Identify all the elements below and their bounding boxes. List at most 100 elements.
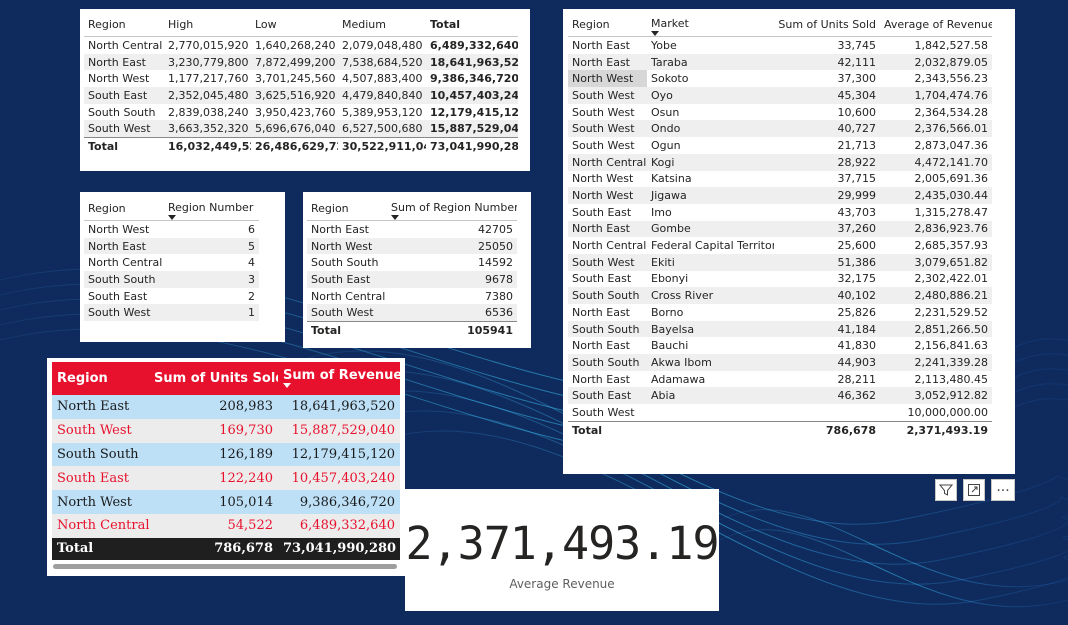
cell-region-number: 6: [248, 222, 255, 236]
table-row[interactable]: South East Imo 43,703 1,315,278.47: [568, 204, 992, 221]
table-row[interactable]: North East 42705: [307, 221, 517, 238]
table-row[interactable]: South West Ekiti 51,386 3,079,651.82: [568, 253, 992, 271]
table-row[interactable]: South West 6536: [307, 304, 517, 322]
col-header-region[interactable]: Region: [84, 12, 164, 37]
table-row[interactable]: South South Bayelsa 41,184 2,851,266.50: [568, 320, 992, 338]
cell-market: Ondo: [647, 120, 774, 138]
col-header-high[interactable]: High: [164, 12, 251, 37]
table-row[interactable]: North West Sokoto 37,300 2,343,556.23: [568, 70, 992, 88]
table-row[interactable]: South East 2: [84, 288, 259, 305]
table-row[interactable]: South South 126,189 12,179,415,120: [52, 442, 400, 467]
table-row[interactable]: North Central 7380: [307, 288, 517, 305]
table-row[interactable]: South East 122,240 10,457,403,240: [52, 466, 400, 491]
table-row[interactable]: North East Adamawa 28,211 2,113,480.45: [568, 371, 992, 388]
cell-market: Adamawa: [651, 372, 706, 386]
col-header-total[interactable]: Total: [426, 12, 518, 37]
col-header-medium[interactable]: Medium: [338, 12, 426, 37]
col-header-region[interactable]: Region: [52, 362, 149, 395]
filter-button[interactable]: [935, 479, 957, 501]
cell-region: North East: [572, 38, 630, 52]
table-row[interactable]: North Central Federal Capital Territory 25…: [568, 237, 992, 254]
sum-region-number-table-card: Region Sum of Region Number North East 42…: [303, 192, 531, 348]
table-row[interactable]: South East Abia 46,362 3,052,912.82: [568, 387, 992, 405]
table-row[interactable]: North Central 54,522 6,489,332,640: [52, 513, 400, 538]
col-header-sum-region-number[interactable]: Sum of Region Number: [387, 196, 517, 221]
cell-region: North East: [84, 53, 164, 71]
table-row[interactable]: South East 2,352,045,480 3,625,516,920 4,47…: [84, 87, 518, 104]
table-row[interactable]: South East Ebonyi 32,175 2,302,422.01: [568, 271, 992, 288]
table-row[interactable]: North East 5: [84, 237, 259, 255]
cell-market: Kogi: [647, 153, 774, 171]
cell-avg-revenue: 2,005,691.36: [914, 172, 988, 186]
total-row: Total 786,678 2,371,493.19: [568, 420, 992, 439]
cell-units: 40,727: [774, 120, 880, 138]
cell-low: 3,950,423,760: [255, 105, 336, 119]
table-row[interactable]: North East Taraba 42,111 2,032,879.05: [568, 53, 992, 71]
sort-desc-icon[interactable]: [283, 383, 291, 388]
table-row[interactable]: South West Oyo 45,304 1,704,474.76: [568, 87, 992, 104]
cell-medium: 7,538,684,520: [338, 53, 426, 71]
table-row[interactable]: North West Katsina 37,715 2,005,691.36: [568, 171, 992, 188]
table-row[interactable]: North East Yobe 33,745 1,842,527.58: [568, 37, 992, 54]
focus-mode-button[interactable]: [963, 479, 985, 501]
table-row[interactable]: North East Bauchi 41,830 2,156,841.63: [568, 337, 992, 354]
col-header-units-sold[interactable]: Sum of Units Sold: [149, 362, 278, 395]
market-table-card: Region Market Sum of Units Sold Average …: [563, 9, 1015, 474]
table-row[interactable]: South West 1: [84, 304, 259, 322]
horizontal-scrollbar[interactable]: [53, 564, 397, 569]
cell-sum: 7380: [485, 289, 513, 303]
table-row[interactable]: South East 9678: [307, 271, 517, 288]
col-header-region-number[interactable]: Region Number: [164, 196, 259, 221]
table-row[interactable]: South West Ondo 40,727 2,376,566.01: [568, 120, 992, 138]
col-header-region[interactable]: Region: [307, 196, 387, 221]
table-row[interactable]: North West 1,177,217,760 3,701,245,560 4,50…: [84, 70, 518, 87]
table-row[interactable]: North East 3,230,779,800 7,872,499,200 7,53…: [84, 53, 518, 71]
table-row[interactable]: North East Borno 25,826 2,231,529.52: [568, 304, 992, 321]
table-row[interactable]: South West 10,000,000.00: [568, 404, 992, 421]
cell-region: South East: [88, 289, 148, 303]
table-row[interactable]: South West Ogun 21,713 2,873,047.36: [568, 137, 992, 154]
cell-high: 2,839,038,240: [168, 105, 249, 119]
cell-region: North West: [572, 172, 634, 186]
cell-units: [774, 404, 880, 421]
col-header-revenue[interactable]: Sum of Revenue: [278, 362, 400, 395]
units-revenue-table-card: Region Sum of Units Sold Sum of Revenue …: [47, 358, 405, 576]
col-header-avg-revenue[interactable]: Average of Revenue: [880, 12, 992, 37]
table-row[interactable]: North West Jigawa 29,999 2,435,030.44: [568, 187, 992, 204]
col-header-low[interactable]: Low: [251, 12, 338, 37]
cell-units: 21,713: [837, 138, 877, 152]
cell-high: 3,230,779,800: [164, 53, 251, 71]
more-options-button[interactable]: ...: [991, 479, 1015, 501]
table-row[interactable]: North Central 2,770,015,920 1,640,268,240 2…: [84, 37, 518, 54]
cell-units: 29,999: [774, 187, 880, 204]
cell-units: 37,260: [774, 220, 880, 238]
table-row[interactable]: South South Akwa Ibom 44,903 2,241,339.28: [568, 354, 992, 371]
table-row[interactable]: South South Cross River 40,102 2,480,886.21: [568, 287, 992, 304]
cell-avg-revenue: 2,113,480.45: [914, 372, 988, 386]
table-row[interactable]: South West 169,730 15,887,529,040: [52, 418, 400, 443]
table-row[interactable]: North West 25050: [307, 237, 517, 255]
cell-region: South South: [311, 256, 379, 270]
col-header-region[interactable]: Region: [84, 196, 164, 221]
cell-units: 28,922: [774, 153, 880, 171]
table-row[interactable]: South South 3: [84, 271, 259, 288]
focus-mode-icon: [968, 484, 980, 496]
cell-market: Yobe: [651, 38, 677, 52]
cell-revenue-total: 73,041,990,280: [278, 537, 400, 560]
table-row[interactable]: North East Gombe 37,260 2,836,923.76: [568, 220, 992, 238]
cell-market: Bauchi: [651, 339, 689, 353]
table-row[interactable]: North West 6: [84, 221, 259, 238]
table-row[interactable]: South South 2,839,038,240 3,950,423,760 5,3…: [84, 104, 518, 121]
col-header-region[interactable]: Region: [568, 12, 647, 37]
table-row[interactable]: South West 3,663,352,320 5,696,676,040 6,52…: [84, 120, 518, 138]
table-row[interactable]: North Central Kogi 28,922 4,472,141.70: [568, 153, 992, 171]
cell-units: 25,826: [837, 305, 877, 319]
table-row[interactable]: South West Osun 10,600 2,364,534.28: [568, 104, 992, 121]
cell-region: South West: [307, 304, 387, 322]
table-row[interactable]: South South 14592: [307, 254, 517, 271]
table-row[interactable]: North Central 4: [84, 254, 259, 271]
table-row[interactable]: North East 208,983 18,641,963,520: [52, 395, 400, 419]
col-header-units-sold[interactable]: Sum of Units Sold: [774, 12, 880, 37]
table-row[interactable]: North West 105,014 9,386,346,720: [52, 490, 400, 514]
col-header-market[interactable]: Market: [647, 12, 774, 37]
